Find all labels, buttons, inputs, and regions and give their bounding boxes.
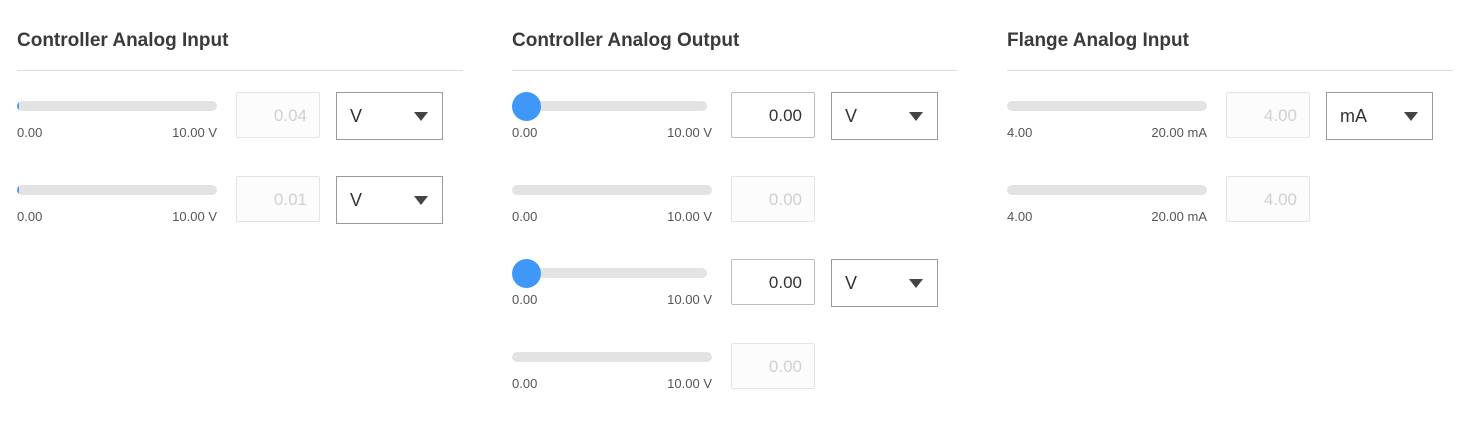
value-input[interactable]: 0.00 — [731, 259, 815, 305]
channel-row: 4.00 20.00 mA 4.00 — [1007, 175, 1453, 226]
caret-down-icon — [909, 279, 923, 288]
level-bar — [17, 101, 217, 111]
range-min-label: 0.00 — [17, 125, 43, 140]
unit-value: mA — [1340, 106, 1367, 126]
value-input: 0.01 — [236, 175, 320, 222]
channel-row: 0.00 10.00 V 0.00 — [512, 342, 958, 393]
channel-row: 0.00 10.00 V 0.01 V — [17, 175, 463, 226]
unit-select[interactable]: V — [831, 259, 938, 307]
flange-analog-input-panel: Flange Analog Input 4.00 20.00 mA 4.00 m… — [1007, 0, 1453, 437]
range-max-label: 10.00 V — [667, 208, 712, 224]
level-fill — [17, 101, 19, 111]
divider — [1007, 70, 1453, 71]
value-input: 0.04 — [236, 92, 320, 138]
range-max-label: 10.00 V — [667, 292, 712, 307]
channel-row: 0.00 10.00 V 0.00 — [512, 175, 958, 226]
level-bar — [1007, 184, 1207, 195]
caret-down-icon — [414, 112, 428, 121]
unit-value: V — [350, 106, 363, 126]
value-input[interactable]: 0.00 — [731, 92, 815, 138]
range-max-label: 10.00 V — [172, 208, 217, 224]
value-input: 0.00 — [731, 175, 815, 222]
range-min-label: 0.00 — [512, 292, 538, 307]
channel-row: 0.00 10.00 V 0.00 V — [512, 92, 958, 142]
channel-row: 0.00 10.00 V 0.04 V — [17, 92, 463, 142]
range-max-label: 10.00 V — [172, 125, 217, 140]
unit-value: V — [350, 189, 363, 210]
caret-down-icon — [909, 112, 923, 121]
slider-handle[interactable] — [512, 92, 541, 121]
range-max-label: 10.00 V — [667, 125, 712, 140]
controller-analog-output-panel: Controller Analog Output 0.00 10.00 V 0.… — [512, 0, 958, 437]
range-min-label: 0.00 — [512, 375, 538, 391]
range-min-label: 0.00 — [17, 208, 43, 224]
unit-select[interactable]: V — [831, 92, 938, 140]
slider-handle[interactable] — [512, 259, 541, 288]
unit-value: V — [845, 273, 858, 293]
level-bar — [512, 351, 712, 362]
level-bar — [1007, 101, 1207, 111]
panel-title: Controller Analog Output — [512, 30, 740, 51]
unit-select[interactable]: V — [336, 175, 443, 224]
range-max-label: 10.00 V — [667, 375, 712, 391]
channel-row: 4.00 20.00 mA 4.00 mA — [1007, 92, 1453, 142]
slider-track[interactable] — [512, 268, 707, 278]
unit-select[interactable]: V — [336, 92, 443, 140]
range-max-label: 20.00 mA — [1151, 125, 1207, 140]
range-min-label: 0.00 — [512, 125, 538, 140]
divider — [17, 70, 463, 71]
unit-value: V — [845, 106, 858, 126]
level-bar — [17, 184, 217, 195]
level-fill — [17, 184, 19, 195]
value-input: 4.00 — [1226, 92, 1310, 138]
slider-track[interactable] — [512, 101, 707, 111]
range-min-label: 0.00 — [512, 208, 538, 224]
level-bar — [512, 184, 712, 195]
channel-row: 0.00 10.00 V 0.00 V — [512, 259, 958, 309]
panel-title: Controller Analog Input — [17, 30, 229, 51]
value-input: 0.00 — [731, 342, 815, 389]
divider — [512, 70, 958, 71]
value-input: 4.00 — [1226, 175, 1310, 222]
controller-analog-input-panel: Controller Analog Input 0.00 10.00 V 0.0… — [17, 0, 463, 437]
caret-down-icon — [414, 195, 428, 205]
range-min-label: 4.00 — [1007, 125, 1033, 140]
unit-select[interactable]: mA — [1326, 92, 1433, 140]
caret-down-icon — [1404, 112, 1418, 121]
panel-title: Flange Analog Input — [1007, 30, 1189, 51]
range-min-label: 4.00 — [1007, 208, 1033, 224]
range-max-label: 20.00 mA — [1151, 208, 1207, 224]
